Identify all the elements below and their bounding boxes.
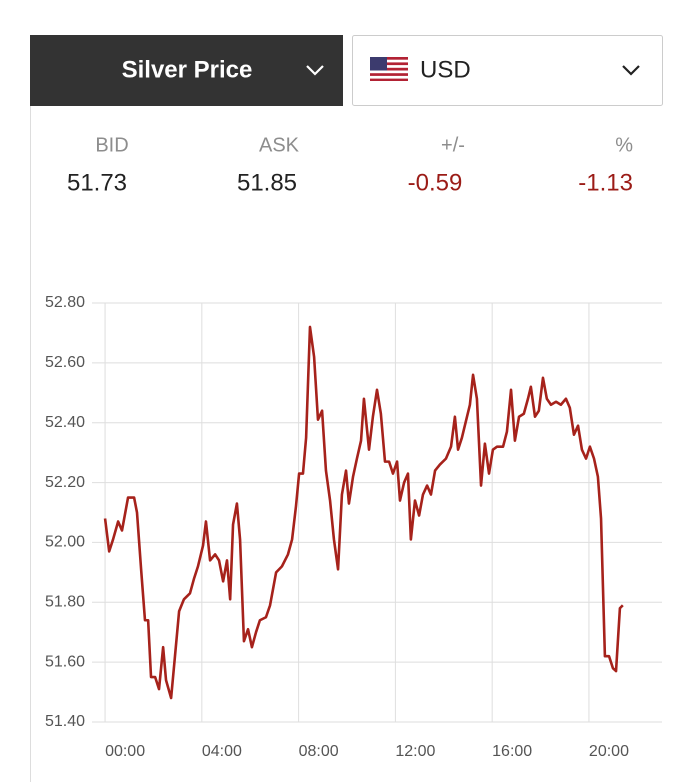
y-tick-label: 52.80 bbox=[45, 294, 85, 311]
chevron bbox=[622, 65, 640, 76]
y-tick-label: 52.40 bbox=[45, 414, 85, 431]
y-tick-label: 51.80 bbox=[45, 594, 85, 611]
quote-label: % bbox=[615, 134, 633, 156]
select-label: Silver Price bbox=[122, 56, 253, 83]
price-chart: 52.80 52.60 52.40 52.20 52.00 51.80 51.60 51.40… bbox=[45, 294, 662, 760]
x-tick-label: 04:00 bbox=[202, 743, 242, 760]
y-tick-label: 52.20 bbox=[45, 474, 85, 491]
quote-label: ASK bbox=[259, 134, 300, 156]
y-tick-label: 52.60 bbox=[45, 354, 85, 371]
quote-value: -1.13 bbox=[578, 169, 633, 196]
currency-select[interactable]: USD bbox=[352, 35, 663, 106]
select-box bbox=[352, 35, 663, 106]
select-label: USD bbox=[420, 56, 471, 83]
x-tick-label: 20:00 bbox=[589, 743, 629, 760]
quote-value: 51.73 bbox=[67, 169, 127, 196]
y-tick-label: 51.60 bbox=[45, 653, 85, 670]
commodity-select[interactable]: Silver Price bbox=[30, 35, 343, 106]
us-flag bbox=[370, 57, 408, 82]
quote-label: BID bbox=[95, 134, 128, 156]
y-tick-label: 52.00 bbox=[45, 534, 85, 551]
select-box bbox=[30, 35, 343, 106]
x-tick-label: 12:00 bbox=[395, 743, 435, 760]
quote-value: -0.59 bbox=[408, 169, 463, 196]
x-tick-label: 08:00 bbox=[299, 743, 339, 760]
price-line bbox=[103, 325, 624, 700]
quote-value: 51.85 bbox=[237, 169, 297, 196]
x-tick-label: 00:00 bbox=[105, 743, 145, 760]
y-tick-label: 51.40 bbox=[45, 713, 85, 730]
x-tick-label: 16:00 bbox=[492, 743, 532, 760]
quote-label: +/- bbox=[441, 134, 465, 156]
chevron bbox=[306, 65, 324, 76]
